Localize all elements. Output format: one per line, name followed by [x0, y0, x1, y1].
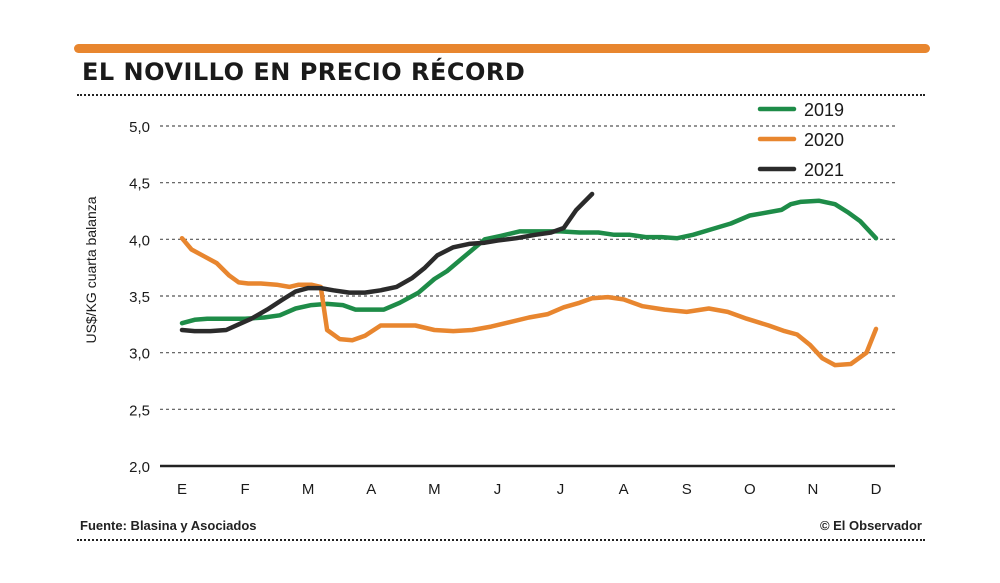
y-tick-label: 4,0: [129, 232, 150, 249]
y-tick-label: 3,5: [129, 289, 150, 306]
page-title: EL NOVILLO EN PRECIO RÉCORD: [82, 58, 526, 86]
y-tick-label: 5,0: [129, 119, 150, 136]
series-line-2021: [179, 191, 595, 334]
x-tick-label: A: [366, 481, 376, 498]
legend: 2019 2020 2021: [757, 100, 844, 180]
x-tick-label: N: [807, 481, 818, 498]
x-tick-label: M: [428, 481, 441, 498]
series-line-2020: [179, 235, 879, 368]
footer-divider: [77, 539, 925, 541]
x-tick-label: D: [871, 481, 882, 498]
x-tick-label: J: [557, 481, 565, 498]
x-tick-label: A: [619, 481, 629, 498]
x-tick-label: E: [177, 481, 187, 498]
x-tick-label: M: [302, 481, 315, 498]
source-note: Fuente: Blasina y Asociados: [80, 518, 257, 533]
legend-label-2020: 2020: [804, 130, 844, 150]
y-tick-label: 2,5: [129, 402, 150, 419]
x-tick-label: J: [494, 481, 502, 498]
x-tick-label: F: [241, 481, 250, 498]
y-axis-title: US$/KG cuarta balanza: [83, 196, 99, 343]
y-tick-label: 4,5: [129, 176, 150, 193]
axis-layer: 2,0 2,5 3,0 3,5 4,0 4,5 5,0 E F M A M J J A S O N D US$/KG …: [83, 119, 882, 498]
x-tick-label: O: [744, 481, 756, 498]
series-line-2019: [179, 198, 879, 326]
title-divider: [77, 94, 925, 96]
legend-label-2019: 2019: [804, 100, 844, 120]
y-tick-label: 2,0: [129, 459, 150, 476]
header-accent-bar: [74, 44, 930, 53]
grid-layer: [160, 125, 895, 468]
x-tick-label: S: [682, 481, 692, 498]
legend-label-2021: 2021: [804, 160, 844, 180]
series-layer: [179, 191, 879, 368]
y-tick-label: 3,0: [129, 346, 150, 363]
copyright-credit: © El Observador: [819, 518, 922, 533]
